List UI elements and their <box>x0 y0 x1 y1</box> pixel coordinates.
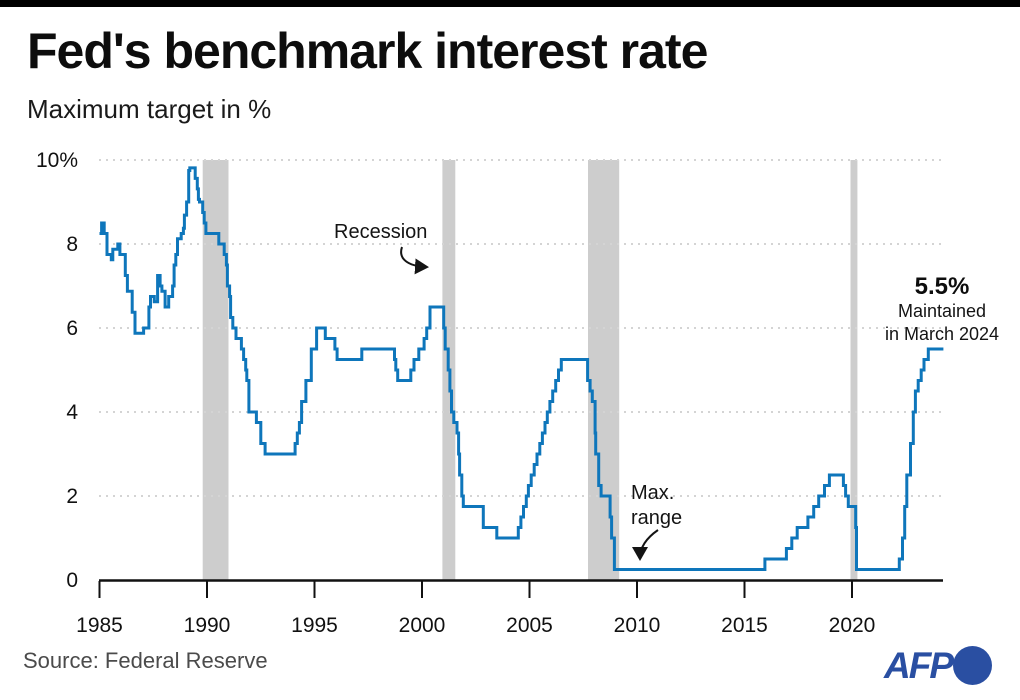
svg-text:6: 6 <box>66 317 78 340</box>
top-bar <box>0 0 1020 7</box>
x-axis <box>98 579 943 598</box>
afp-logo-circle-icon <box>953 645 992 685</box>
svg-text:1995: 1995 <box>291 614 338 637</box>
max-range-annotation-arrow <box>632 529 659 561</box>
max-range-annotation-label: Max. range <box>631 481 682 531</box>
svg-text:0: 0 <box>66 569 78 592</box>
page-title: Fed's benchmark interest rate <box>27 23 708 79</box>
y-axis-labels: 0 2 4 6 8 10% <box>36 149 78 592</box>
svg-text:8: 8 <box>66 233 78 256</box>
svg-text:1990: 1990 <box>184 614 231 637</box>
latest-rate-callout: 5.5% Maintained in March 2024 <box>861 274 1020 346</box>
svg-text:2000: 2000 <box>399 614 446 637</box>
max-range-line1: Max. <box>631 482 675 504</box>
svg-text:4: 4 <box>66 401 78 424</box>
afp-logo: AFP <box>884 644 992 686</box>
svg-text:2015: 2015 <box>721 614 768 637</box>
svg-text:1985: 1985 <box>76 614 123 637</box>
gridlines <box>99 159 943 497</box>
svg-text:2: 2 <box>66 485 78 508</box>
svg-text:10%: 10% <box>36 149 78 172</box>
chart-subtitle: Maximum target in % <box>27 94 272 124</box>
rate-line <box>99 166 944 571</box>
recession-bands <box>202 160 858 580</box>
latest-rate-note-2: in March 2024 <box>884 324 1000 344</box>
svg-text:2020: 2020 <box>829 614 876 637</box>
recession-annotation-label: Recession <box>334 221 428 243</box>
max-range-line2: range <box>631 507 683 529</box>
svg-text:2010: 2010 <box>614 614 661 637</box>
source-credit: Source: Federal Reserve <box>23 648 268 673</box>
afp-logo-text: AFP <box>884 644 954 686</box>
recession-annotation-arrow <box>400 246 429 275</box>
x-axis-labels: 1985 1990 1995 2000 2005 2010 2015 2020 <box>76 614 875 637</box>
latest-rate-note-1: Maintained <box>897 301 987 321</box>
latest-rate-value: 5.5% <box>914 273 970 300</box>
svg-text:2005: 2005 <box>506 614 553 637</box>
